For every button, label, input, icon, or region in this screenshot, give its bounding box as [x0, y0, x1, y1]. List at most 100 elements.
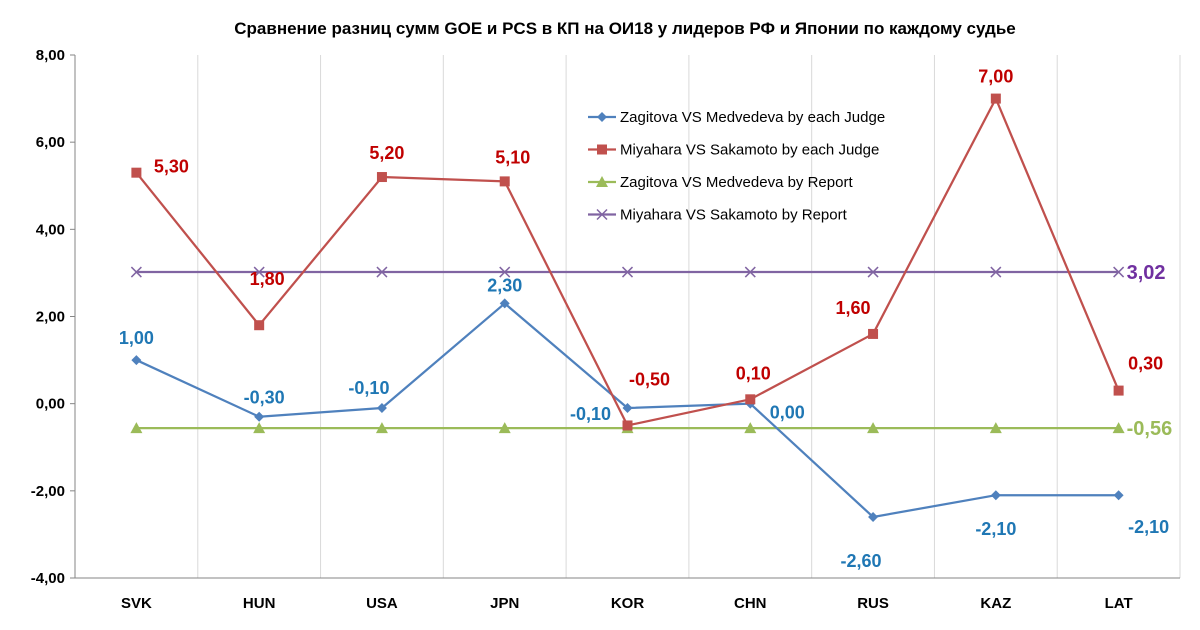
- diamond-marker: [622, 403, 633, 414]
- cross-marker: [744, 266, 756, 278]
- data-label: 1,80: [250, 269, 285, 289]
- report-value-label: -0,56: [1127, 418, 1173, 440]
- square-marker: [597, 144, 607, 155]
- triangle-marker: [596, 176, 608, 187]
- square-marker: [1113, 385, 1124, 396]
- cross-marker: [130, 266, 142, 278]
- x-tick-label: CHN: [734, 595, 767, 612]
- square-marker: [868, 328, 879, 339]
- data-label: -0,10: [348, 378, 389, 398]
- series-1: [131, 93, 1124, 431]
- cross-marker-stroke: [596, 208, 608, 221]
- x-tick-label: KAZ: [980, 595, 1011, 612]
- cross-marker-stroke: [1113, 266, 1125, 278]
- diamond-marker: [868, 511, 879, 522]
- cross-marker-stroke: [376, 266, 388, 278]
- cross-marker-stroke: [990, 266, 1002, 278]
- legend-label: Zagitova VS Medvedeva by each Judge: [620, 109, 885, 126]
- y-tick-label: 4,00: [36, 221, 65, 238]
- x-tick-label: HUN: [243, 595, 276, 612]
- triangle-marker: [253, 422, 266, 434]
- square-marker: [990, 93, 1001, 104]
- legend-label: Zagitova VS Medvedeva by Report: [620, 174, 853, 191]
- data-label: -2,10: [975, 519, 1016, 539]
- cross-marker-stroke: [253, 266, 265, 278]
- data-label: -0,50: [629, 369, 670, 389]
- series-layer: [130, 93, 1125, 522]
- x-tick-label: JPN: [490, 595, 519, 612]
- y-tick-label: 8,00: [36, 47, 65, 64]
- triangle-marker: [130, 422, 143, 434]
- triangle-marker: [375, 422, 388, 434]
- triangle-marker: [744, 422, 757, 434]
- legend-item: Miyahara VS Sakamoto by Report: [588, 207, 848, 224]
- y-tick-label: 6,00: [36, 134, 65, 151]
- cross-marker: [499, 266, 511, 278]
- legend-label: Miyahara VS Sakamoto by Report: [620, 207, 848, 224]
- data-label: 0,10: [736, 363, 771, 383]
- cross-marker-stroke: [744, 266, 756, 278]
- diamond-marker: [376, 403, 387, 414]
- legend-item: Miyahara VS Sakamoto by each Judge: [588, 142, 879, 159]
- cross-marker: [621, 266, 634, 278]
- data-label: 0,00: [770, 403, 805, 423]
- grid-layer: [197, 55, 1181, 578]
- y-tick-label: 0,00: [36, 396, 65, 413]
- x-tick-label: SVK: [121, 595, 152, 612]
- cross-marker: [867, 266, 879, 278]
- chart-title: Сравнение разниц сумм GOE и PCS в КП на …: [234, 19, 1015, 38]
- x-tick-label: LAT: [1105, 595, 1133, 612]
- cross-marker-stroke: [499, 266, 511, 278]
- data-label: 2,30: [487, 275, 522, 295]
- data-label: -0,10: [570, 404, 611, 424]
- data-label: 7,00: [978, 67, 1013, 87]
- data-label: 0,30: [1128, 354, 1163, 374]
- square-marker: [622, 420, 633, 431]
- cross-marker: [990, 266, 1002, 278]
- square-marker: [254, 320, 265, 331]
- square-marker: [499, 176, 510, 187]
- diamond-marker: [499, 298, 510, 309]
- cross-marker-stroke: [130, 266, 142, 278]
- data-label: -2,10: [1128, 517, 1169, 537]
- y-tick-label: 2,00: [36, 309, 65, 326]
- data-label: -0,30: [244, 388, 285, 408]
- cross-marker: [596, 208, 608, 221]
- triangle-marker: [498, 422, 511, 434]
- legend-item: Zagitova VS Medvedeva by each Judge: [588, 109, 885, 126]
- diamond-marker: [254, 411, 265, 422]
- x-tick-label: KOR: [611, 595, 645, 612]
- square-marker: [745, 394, 756, 405]
- diamond-marker: [131, 355, 142, 366]
- triangle-marker: [867, 422, 880, 434]
- cross-marker: [376, 266, 388, 278]
- report-value-label: 3,02: [1127, 262, 1166, 284]
- data-label: 5,20: [369, 143, 404, 163]
- axis-layer: -4,00 -2,00 0,00 2,00 4,00 6,00 8,00 SVK HUN USA J…: [31, 47, 1180, 612]
- legend: Zagitova VS Medvedeva by each Judge Miyah…: [588, 109, 885, 224]
- cross-marker: [1113, 266, 1125, 278]
- data-label: 5,30: [154, 157, 189, 177]
- x-tick-label: USA: [366, 595, 398, 612]
- x-tick-label: RUS: [857, 595, 889, 612]
- cross-marker-stroke: [621, 266, 634, 278]
- square-marker: [131, 167, 142, 178]
- series-3: [130, 266, 1125, 278]
- triangle-marker: [989, 422, 1002, 434]
- data-label: 1,60: [836, 298, 871, 318]
- data-label: 5,10: [495, 147, 530, 167]
- data-label: 1,00: [119, 328, 154, 348]
- legend-item: Zagitova VS Medvedeva by Report: [588, 174, 853, 191]
- y-tick-label: -4,00: [31, 570, 65, 587]
- data-label: -2,60: [841, 551, 882, 571]
- square-marker: [376, 172, 387, 183]
- triangle-marker: [1112, 422, 1125, 434]
- legend-label: Miyahara VS Sakamoto by each Judge: [620, 142, 879, 159]
- diamond-marker: [1113, 490, 1124, 501]
- cross-marker: [253, 266, 265, 278]
- y-tick-label: -2,00: [31, 483, 65, 500]
- diamond-marker: [597, 112, 607, 122]
